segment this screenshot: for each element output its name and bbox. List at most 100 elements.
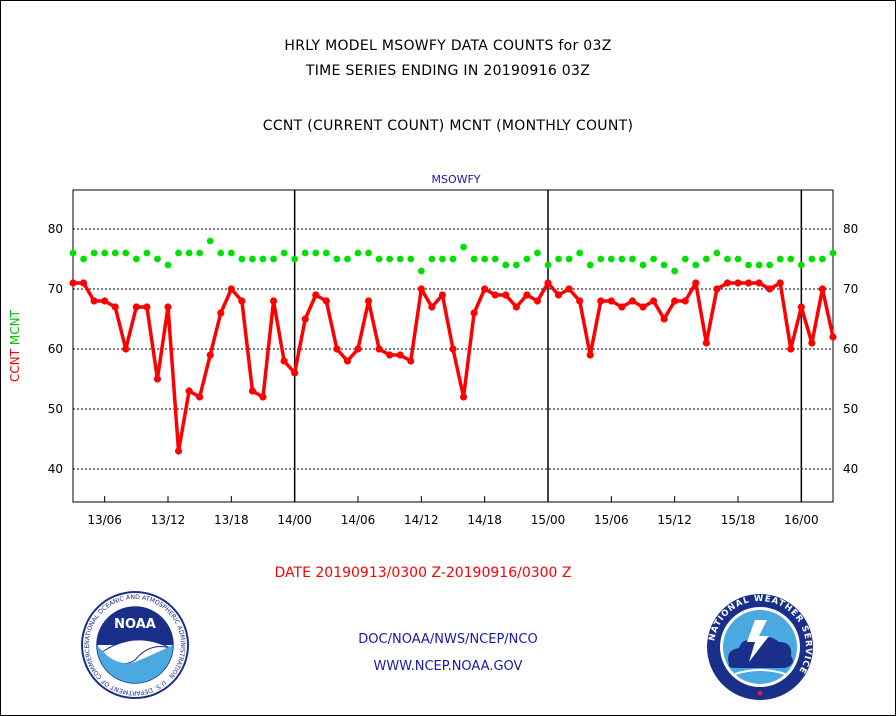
data-point-ccnt: [322, 297, 330, 305]
y-axis-label-ccnt: CCNT: [8, 348, 22, 382]
data-point-mcnt: [819, 255, 826, 263]
y-axis-label-mcnt: MCNT: [8, 309, 22, 349]
y-tick-label-left-60: 60: [48, 342, 63, 356]
y-tick-label-right-60: 60: [843, 342, 858, 356]
data-point-ccnt: [132, 303, 140, 311]
data-point-ccnt: [396, 351, 404, 359]
data-point-ccnt: [502, 291, 510, 299]
data-point-ccnt: [206, 351, 214, 359]
data-point-mcnt: [808, 255, 816, 263]
data-point-mcnt: [671, 267, 679, 275]
data-point-ccnt: [639, 303, 647, 311]
data-point-mcnt: [259, 255, 267, 263]
data-point-mcnt: [291, 255, 299, 263]
data-point-ccnt: [386, 351, 394, 359]
data-point-mcnt: [639, 261, 647, 269]
data-point-ccnt: [755, 279, 763, 287]
data-point-mcnt: [164, 261, 172, 269]
data-point-mcnt: [101, 249, 109, 257]
data-point-ccnt: [364, 297, 373, 305]
data-point-mcnt: [650, 255, 657, 263]
data-point-ccnt: [196, 393, 204, 401]
data-point-mcnt: [618, 255, 626, 263]
data-point-mcnt: [470, 255, 478, 263]
data-point-mcnt: [154, 255, 161, 263]
data-point-ccnt: [417, 285, 425, 293]
data-point-mcnt: [196, 249, 204, 257]
chart-title-line1: HRLY MODEL MSOWFY DATA COUNTS for 03Z: [284, 38, 612, 54]
data-point-ccnt: [153, 375, 162, 383]
data-point-mcnt: [724, 255, 731, 263]
y-tick-label-left-70: 70: [48, 282, 63, 296]
data-point-ccnt: [280, 357, 288, 365]
data-point-mcnt: [629, 255, 636, 263]
data-point-mcnt: [396, 255, 404, 263]
data-point-ccnt: [713, 285, 721, 293]
chart-title-line2: TIME SERIES ENDING IN 20190916 03Z: [305, 63, 591, 79]
data-point-ccnt: [90, 297, 98, 305]
data-point-ccnt: [459, 393, 468, 401]
line-chart: 40 40 50 50 60 60 70 70 80 80 13/06 13/12 13/18 14/00…: [8, 173, 858, 527]
data-point-ccnt: [375, 345, 383, 353]
data-point-mcnt: [755, 261, 763, 269]
data-point-mcnt: [132, 255, 140, 263]
data-point-mcnt: [333, 255, 341, 263]
data-point-ccnt: [649, 297, 658, 305]
data-point-ccnt: [259, 393, 267, 401]
data-point-mcnt: [776, 255, 784, 263]
data-point-mcnt: [270, 255, 277, 263]
data-point-ccnt: [428, 303, 436, 311]
data-point-ccnt: [671, 297, 679, 305]
data-point-ccnt: [523, 291, 531, 299]
data-point-ccnt: [660, 315, 668, 323]
data-point-mcnt: [745, 261, 752, 269]
data-point-mcnt: [586, 261, 594, 269]
data-point-mcnt: [185, 249, 193, 257]
data-point-mcnt: [344, 255, 351, 263]
data-point-mcnt: [301, 249, 309, 257]
data-point-mcnt: [407, 255, 415, 263]
data-point-mcnt: [460, 243, 467, 251]
data-point-ccnt: [734, 279, 742, 287]
data-point-ccnt: [343, 357, 352, 365]
x-tick-label-15/06: 15/06: [594, 513, 629, 527]
data-point-ccnt: [681, 297, 689, 305]
series-label: MSOWFY: [431, 173, 480, 186]
data-point-ccnt: [449, 345, 457, 353]
data-point-ccnt: [69, 279, 77, 287]
data-point-mcnt: [702, 255, 710, 263]
data-point-mcnt: [491, 255, 499, 263]
data-point-mcnt: [111, 249, 119, 257]
data-point-ccnt: [607, 297, 615, 305]
data-point-mcnt: [280, 249, 288, 257]
data-point-ccnt: [164, 303, 172, 311]
y-tick-label-left-50: 50: [48, 402, 63, 416]
data-point-ccnt: [79, 279, 88, 287]
data-point-ccnt: [554, 291, 563, 299]
noaa-logo: NOAA NATIONAL OCEANIC AND ATMOSPHERIC AD…: [81, 591, 189, 699]
data-point-mcnt: [576, 249, 584, 257]
data-point-ccnt: [354, 345, 362, 353]
nws-logo: NATIONAL WEATHER SERVICE ★: [707, 594, 813, 700]
y-tick-label-right-80: 80: [843, 222, 858, 236]
data-point-ccnt: [269, 297, 278, 305]
data-point-mcnt: [607, 255, 615, 263]
data-point-ccnt: [702, 339, 710, 347]
data-point-ccnt: [122, 345, 130, 353]
data-point-ccnt: [576, 297, 584, 305]
data-point-mcnt: [597, 255, 605, 263]
data-point-ccnt: [766, 285, 774, 293]
data-point-ccnt: [438, 291, 447, 299]
data-point-ccnt: [248, 387, 257, 395]
data-point-mcnt: [660, 261, 668, 269]
data-point-mcnt: [829, 249, 837, 257]
data-point-mcnt: [312, 249, 320, 257]
footer-org: DOC/NOAA/NWS/NCEP/NCO: [358, 632, 538, 647]
data-point-ccnt: [312, 291, 320, 299]
data-point-ccnt: [217, 309, 225, 317]
data-point-mcnt: [375, 255, 383, 263]
data-point-ccnt: [407, 357, 415, 365]
data-point-mcnt: [766, 261, 774, 269]
data-point-ccnt: [586, 351, 594, 359]
data-point-mcnt: [523, 255, 531, 263]
